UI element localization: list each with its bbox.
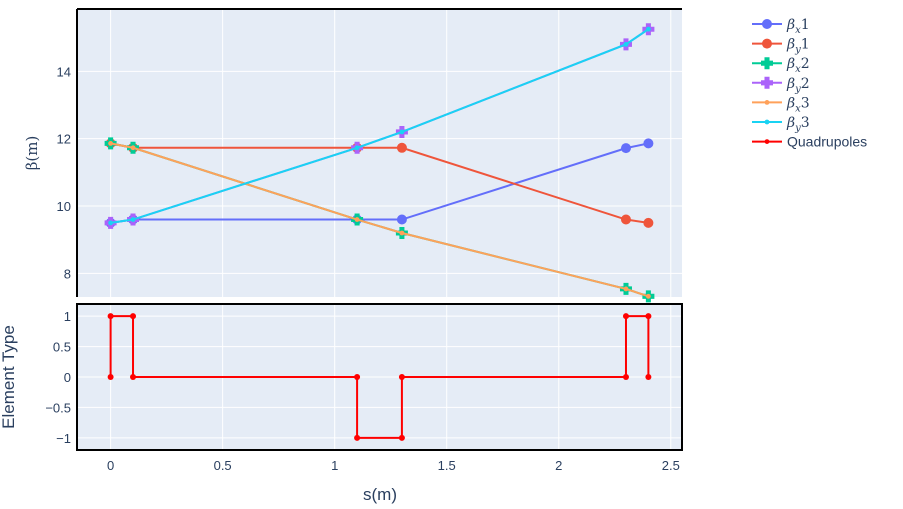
x-tick-label: 1.5 xyxy=(438,458,456,473)
beta-y-tick-label: 14 xyxy=(57,64,71,79)
data-point-Quadrupoles xyxy=(645,374,652,380)
beta-plot-y-ticks: 8 10 12 14 xyxy=(57,64,71,281)
legend-label: βy2 xyxy=(786,76,810,95)
element-type-panel: 1 0.5 0 −0.5 −1 0 0.5 1 1.5 2 2.5 Element Type s(… xyxy=(0,303,683,504)
legend-label: βy3 xyxy=(786,115,810,134)
legend-marker xyxy=(761,76,773,89)
data-point-Quadrupoles xyxy=(130,313,137,320)
series-line-Quadrupoles xyxy=(109,315,650,439)
element-type-y-tick-label: 0.5 xyxy=(53,340,71,355)
legend-item-βx1: βx1 xyxy=(752,17,810,36)
data-point-βx3 xyxy=(354,217,360,222)
legend-marker xyxy=(764,100,770,105)
data-point-βy1 xyxy=(643,217,654,228)
x-axis-title: s(m) xyxy=(363,485,397,504)
x-tick-label: 1 xyxy=(331,458,338,473)
beta-y-axis-title: β(m) xyxy=(23,136,41,171)
x-tick-label: 0 xyxy=(107,458,114,473)
legend-marker xyxy=(761,57,773,70)
element-type-y-tick-label: 0 xyxy=(64,370,71,385)
data-point-Quadrupoles xyxy=(354,374,361,380)
legend-item-βy1: βy1 xyxy=(752,37,810,56)
element-type-y-tick-label: −1 xyxy=(56,431,71,446)
data-point-Quadrupoles xyxy=(107,374,114,380)
data-point-βy3 xyxy=(108,220,114,226)
element-type-frame xyxy=(76,303,683,451)
element-type-y-axis-title: Element Type xyxy=(0,325,18,429)
element-type-y-tick-label: 1 xyxy=(64,309,71,324)
data-point-Quadrupoles xyxy=(398,374,405,380)
legend-label: Quadrupoles xyxy=(787,134,867,150)
element-type-y-tick-label: −0.5 xyxy=(45,400,71,415)
series-Quadrupoles xyxy=(107,313,652,441)
data-point-Quadrupoles xyxy=(130,374,137,380)
legend-marker xyxy=(762,19,772,29)
data-point-βx3 xyxy=(130,145,136,151)
data-point-βy3 xyxy=(623,41,629,47)
data-point-Quadrupoles xyxy=(398,434,405,441)
legend-item-βy2: βy2 xyxy=(752,76,810,95)
series-line-βx3 xyxy=(110,142,649,298)
data-point-βx3 xyxy=(399,230,405,236)
legend-label: βx2 xyxy=(786,56,810,75)
x-tick-label: 2.5 xyxy=(662,458,680,473)
beta-plot-background xyxy=(77,9,682,297)
beta-y-tick-label: 12 xyxy=(57,132,71,147)
data-point-Quadrupoles xyxy=(107,313,114,320)
beta-plot-series xyxy=(104,23,655,303)
data-point-βx1 xyxy=(620,143,631,154)
x-tick-label: 0.5 xyxy=(214,458,232,473)
data-point-βx3 xyxy=(623,286,629,292)
data-point-βy3 xyxy=(399,129,405,135)
data-point-βx3 xyxy=(108,141,114,146)
data-point-βx3 xyxy=(645,293,651,299)
legend-label: βx1 xyxy=(786,17,810,36)
data-point-Quadrupoles xyxy=(622,374,629,380)
data-point-Quadrupoles xyxy=(622,313,629,320)
data-point-βy1 xyxy=(396,142,407,153)
data-point-βx1 xyxy=(396,214,407,225)
data-point-βx1 xyxy=(643,138,654,149)
series-βx3 xyxy=(108,141,651,299)
beta-y-tick-label: 10 xyxy=(57,199,71,214)
series-βy3 xyxy=(108,26,651,226)
legend-item-Quadrupoles: Quadrupoles xyxy=(752,134,867,150)
element-type-y-ticks: 1 0.5 0 −0.5 −1 xyxy=(45,309,71,446)
legend-label: βy1 xyxy=(786,37,810,56)
data-point-Quadrupoles xyxy=(645,313,652,320)
series-line-βy3 xyxy=(110,28,649,224)
data-point-βy3 xyxy=(130,217,136,222)
beta-plot-gridlines xyxy=(77,9,682,297)
legend-label: βx3 xyxy=(786,95,810,114)
beta-y-tick-label: 8 xyxy=(64,266,71,281)
x-tick-label: 2 xyxy=(555,458,562,473)
legend-marker xyxy=(764,119,770,125)
legend-item-βx2: βx2 xyxy=(752,56,810,75)
legend-item-βx3: βx3 xyxy=(752,95,810,114)
beta-function-panel: 8 10 12 14 β(m) xyxy=(23,8,682,303)
data-point-βy3 xyxy=(354,145,360,151)
legend-marker xyxy=(762,38,772,49)
data-point-βy3 xyxy=(645,26,651,32)
element-type-series xyxy=(107,313,652,441)
data-point-βy1 xyxy=(620,214,631,225)
legend-marker xyxy=(764,139,770,145)
data-point-Quadrupoles xyxy=(354,434,361,441)
element-type-x-ticks: 0 0.5 1 1.5 2 2.5 xyxy=(107,458,680,473)
legend-item-βy3: βy3 xyxy=(752,115,810,134)
